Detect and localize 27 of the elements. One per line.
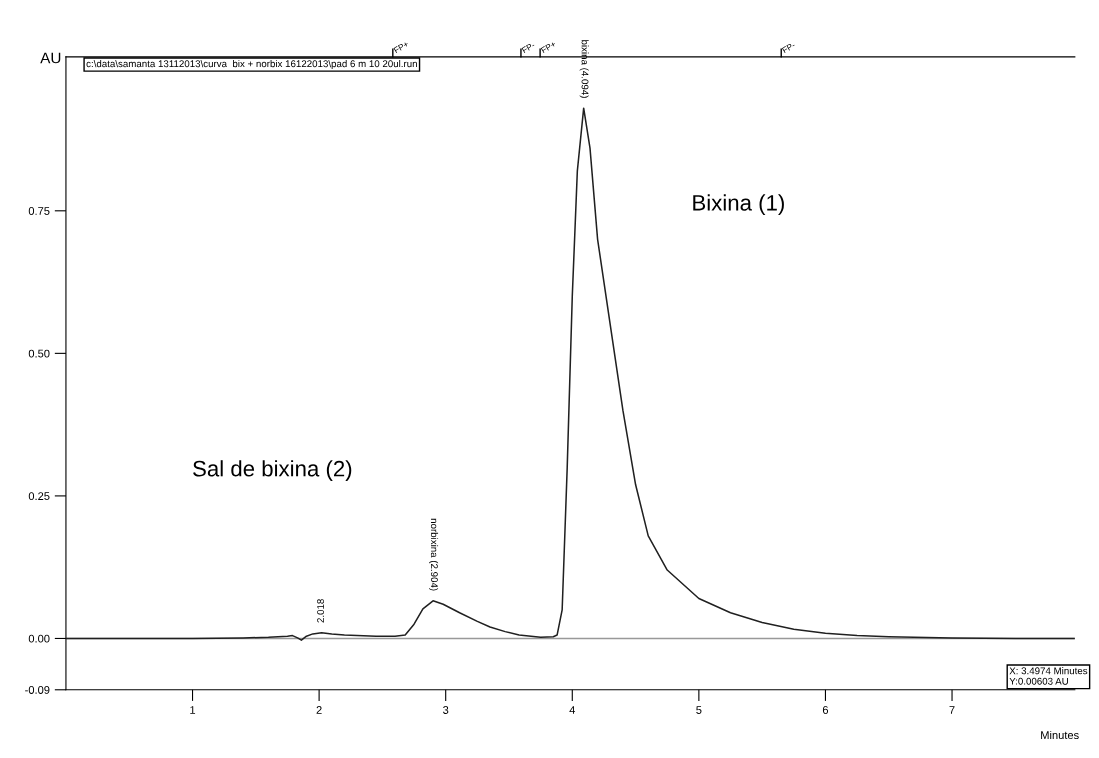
annotation: c:\data\samanta 13112013\curva bix + norbix 16122013\pad 6 m 10 20ul.run xyxy=(86,60,417,70)
x-tick-label: 3 xyxy=(443,706,449,714)
y-tick-label: 0.50 xyxy=(28,349,50,358)
x-tick-label: 1 xyxy=(190,706,196,714)
text: FP+ xyxy=(540,40,557,54)
text: FP- xyxy=(521,41,536,54)
x-tick-label: 7 xyxy=(949,706,955,714)
y-tick-label: 0.00 xyxy=(28,634,50,643)
annotation: bixina (4.094) xyxy=(579,40,589,98)
x-axis-title: Minutes xyxy=(1041,730,1079,740)
annotation: Sal de bixina (2) xyxy=(193,460,352,481)
annotation: Y:0.00603 AU xyxy=(1009,677,1068,685)
text: FP+ xyxy=(393,40,409,54)
annotation: Bixina (1) xyxy=(693,194,784,216)
annotation: X: 3.4974 Minutes xyxy=(1009,667,1088,675)
annotation: 2.018 xyxy=(317,599,324,623)
text: FP- xyxy=(781,41,796,54)
line-series xyxy=(65,107,1075,641)
y-tick-label: 0.25 xyxy=(28,492,50,501)
y-tick-label: 0.75 xyxy=(28,207,50,215)
x-tick-label: 6 xyxy=(822,706,829,714)
x-tick-label: 4 xyxy=(569,706,576,714)
annotation: norbixina (2.904) xyxy=(429,518,439,591)
x-tick-label: 2 xyxy=(316,706,322,714)
y-tick-label: -0.09 xyxy=(25,686,50,694)
y-axis-title: AU xyxy=(40,52,61,64)
x-tick-label: 5 xyxy=(696,706,702,714)
